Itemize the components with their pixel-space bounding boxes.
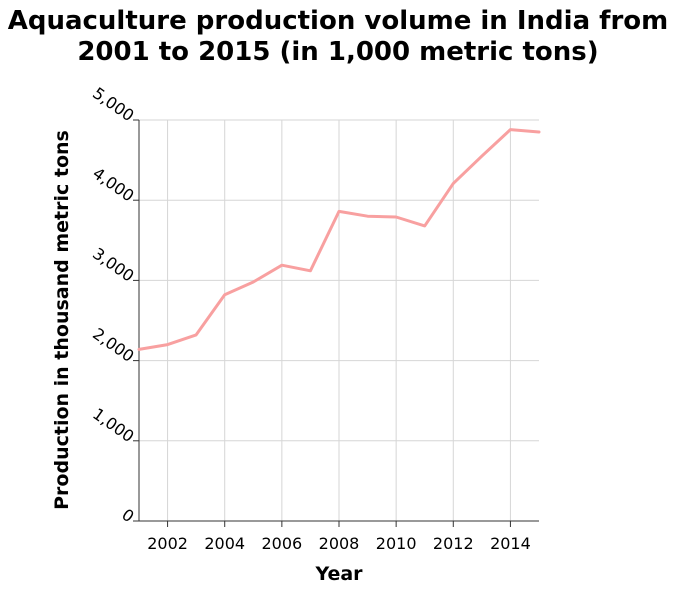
x-axis-title: Year xyxy=(314,563,363,585)
y-axis-title: Production in thousand metric tons xyxy=(51,130,73,510)
y-tick-label: 5,000 xyxy=(89,83,137,125)
x-tick-label: 2006 xyxy=(261,534,302,553)
x-tick-label: 2014 xyxy=(490,534,531,553)
chart-title-line-1: Aquaculture production volume in India f… xyxy=(8,6,669,36)
data-point xyxy=(538,131,541,134)
y-tick-label: 4,000 xyxy=(89,164,137,206)
data-point xyxy=(309,269,312,272)
series-line xyxy=(137,128,541,351)
data-point xyxy=(223,293,226,296)
x-tick-label: 2010 xyxy=(376,534,417,553)
series-layer xyxy=(137,128,541,351)
data-point xyxy=(166,343,169,346)
data-point xyxy=(138,348,141,351)
data-point xyxy=(280,264,283,267)
y-tick-label: 3,000 xyxy=(89,244,137,286)
x-tick-label: 2004 xyxy=(204,534,245,553)
ticks: 0 1,000 2,000 3,000 4,000 5,000 2002 2004 2006 20… xyxy=(89,83,531,553)
x-tick-label: 2012 xyxy=(433,534,474,553)
gridlines xyxy=(139,119,539,521)
chart-title-line-2: 2001 to 2015 (in 1,000 metric tons) xyxy=(77,37,598,67)
data-point xyxy=(252,281,255,284)
data-point xyxy=(366,215,369,218)
x-tick-label: 2008 xyxy=(319,534,360,553)
data-point xyxy=(452,182,455,185)
y-tick-label: 0 xyxy=(118,505,137,526)
data-point xyxy=(195,333,198,336)
x-tick-label: 2002 xyxy=(147,534,188,553)
data-point xyxy=(395,216,398,219)
y-tick-label: 2,000 xyxy=(89,324,137,366)
data-point xyxy=(338,210,341,213)
data-point xyxy=(423,224,426,227)
y-tick-label: 1,000 xyxy=(89,404,137,446)
data-point xyxy=(509,128,512,131)
data-point xyxy=(480,155,483,158)
